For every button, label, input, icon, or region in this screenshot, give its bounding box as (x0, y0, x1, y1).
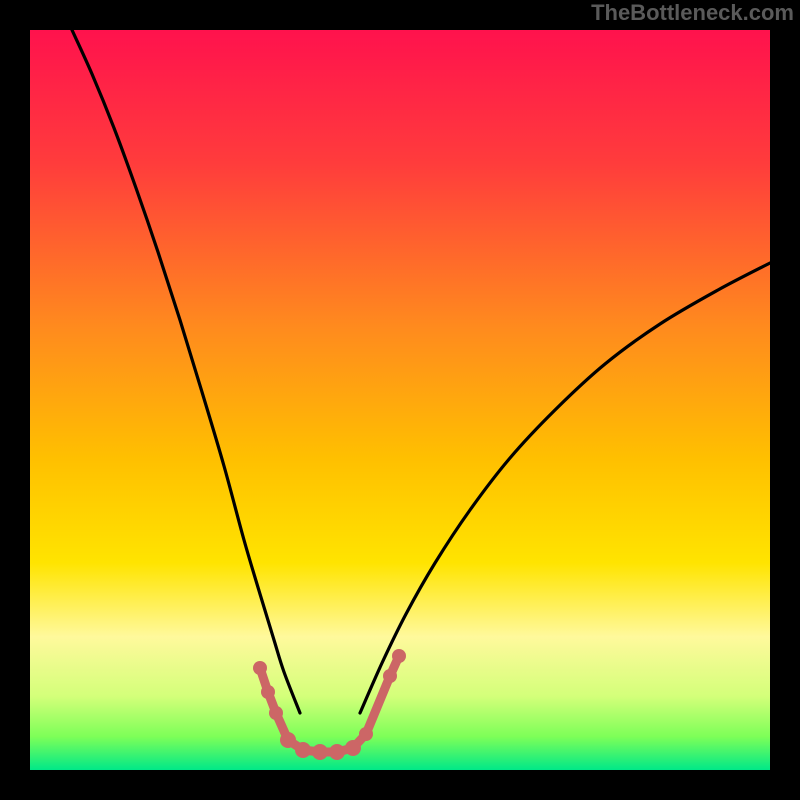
marker-dot (280, 732, 296, 748)
marker-dot (295, 742, 311, 758)
marker-dot (359, 727, 373, 741)
marker-dot (383, 669, 397, 683)
marker-dot (329, 744, 345, 760)
marker-dot (345, 740, 361, 756)
marker-dot (261, 685, 275, 699)
marker-dot (269, 706, 283, 720)
canvas-root: TheBottleneck.com (0, 0, 800, 800)
marker-dot (312, 744, 328, 760)
marker-dot (392, 649, 406, 663)
attribution-label: TheBottleneck.com (591, 0, 794, 26)
marker-dot (253, 661, 267, 675)
plot-svg (0, 0, 800, 800)
